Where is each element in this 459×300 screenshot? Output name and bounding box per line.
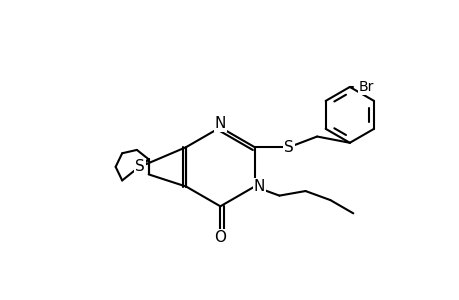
Text: O: O (214, 230, 226, 245)
Text: N: N (214, 116, 225, 131)
Text: N: N (253, 179, 264, 194)
Text: S: S (284, 140, 293, 154)
Text: S: S (134, 159, 145, 174)
Text: Br: Br (358, 80, 373, 94)
